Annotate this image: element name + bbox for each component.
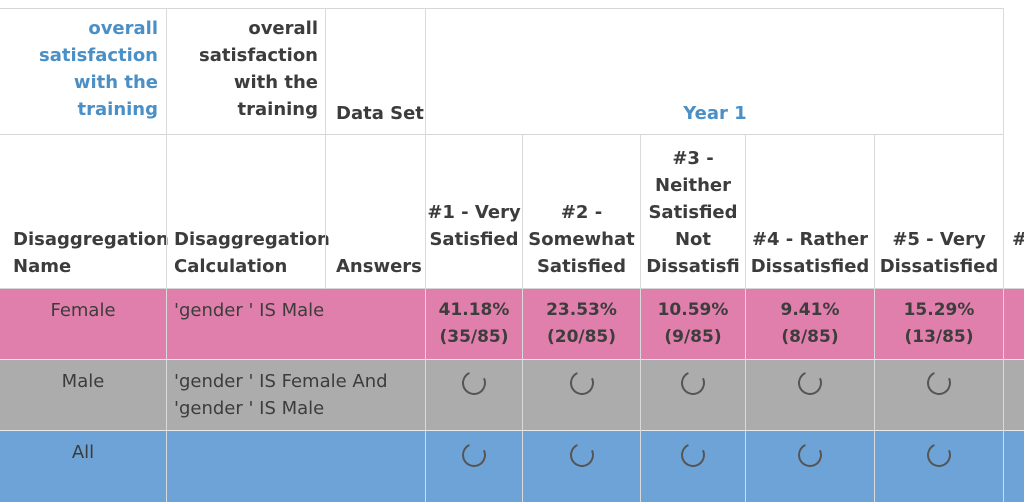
female-value-3: 10.59% (9/85) (657, 300, 729, 347)
grid-line (874, 134, 875, 502)
header-data-set: Data Set (336, 103, 424, 124)
header-option-2: #2 - Somewhat Satisfied (528, 202, 635, 277)
grid-line (425, 8, 426, 502)
header-option-3: #3 - Neither Satisfied Not Dissatisfi (646, 148, 740, 277)
header-disaggregation-calculation: Disaggregation Calculation (174, 229, 330, 277)
header-overall-satisfaction-2: overall satisfaction with the training (199, 18, 318, 120)
grid-line (522, 134, 523, 502)
header-disaggregation-name: Disaggregation Name (13, 229, 169, 277)
header-year: Year 1 (683, 103, 747, 124)
grid-line (0, 430, 1024, 431)
header-overall-satisfaction-1: overall satisfaction with the training (39, 18, 158, 120)
grid-line (0, 359, 1024, 360)
male-name: Male (61, 371, 105, 392)
header-option-4: #4 - Rather Dissatisfied (750, 229, 870, 277)
grid-line (745, 134, 746, 502)
grid-line (640, 134, 641, 502)
all-name: All (71, 442, 95, 463)
header-option-5: #5 - Very Dissatisfied (879, 229, 999, 277)
row-female (0, 289, 1024, 359)
row-male (0, 359, 1024, 430)
female-value-1: 41.18% (35/85) (438, 300, 510, 347)
header-cut-off: # (1012, 226, 1024, 253)
grid-line (0, 134, 1004, 135)
grid-line (0, 8, 1004, 9)
header-answers: Answers (336, 256, 422, 277)
grid-line (1003, 8, 1004, 502)
grid-line (325, 8, 326, 289)
female-value-4: 9.41% (8/85) (780, 300, 840, 347)
male-calc: 'gender ' IS Female And 'gender ' IS Mal… (174, 371, 388, 419)
header-option-1: #1 - Very Satisfied (427, 202, 521, 250)
grid-line (0, 288, 1024, 289)
row-all (0, 430, 1024, 502)
female-calc: 'gender ' IS Male (174, 300, 325, 321)
female-value-2: 23.53% (20/85) (546, 300, 617, 347)
female-name: Female (50, 300, 116, 321)
female-value-5: 15.29% (13/85) (903, 300, 975, 347)
grid-line (166, 8, 167, 502)
